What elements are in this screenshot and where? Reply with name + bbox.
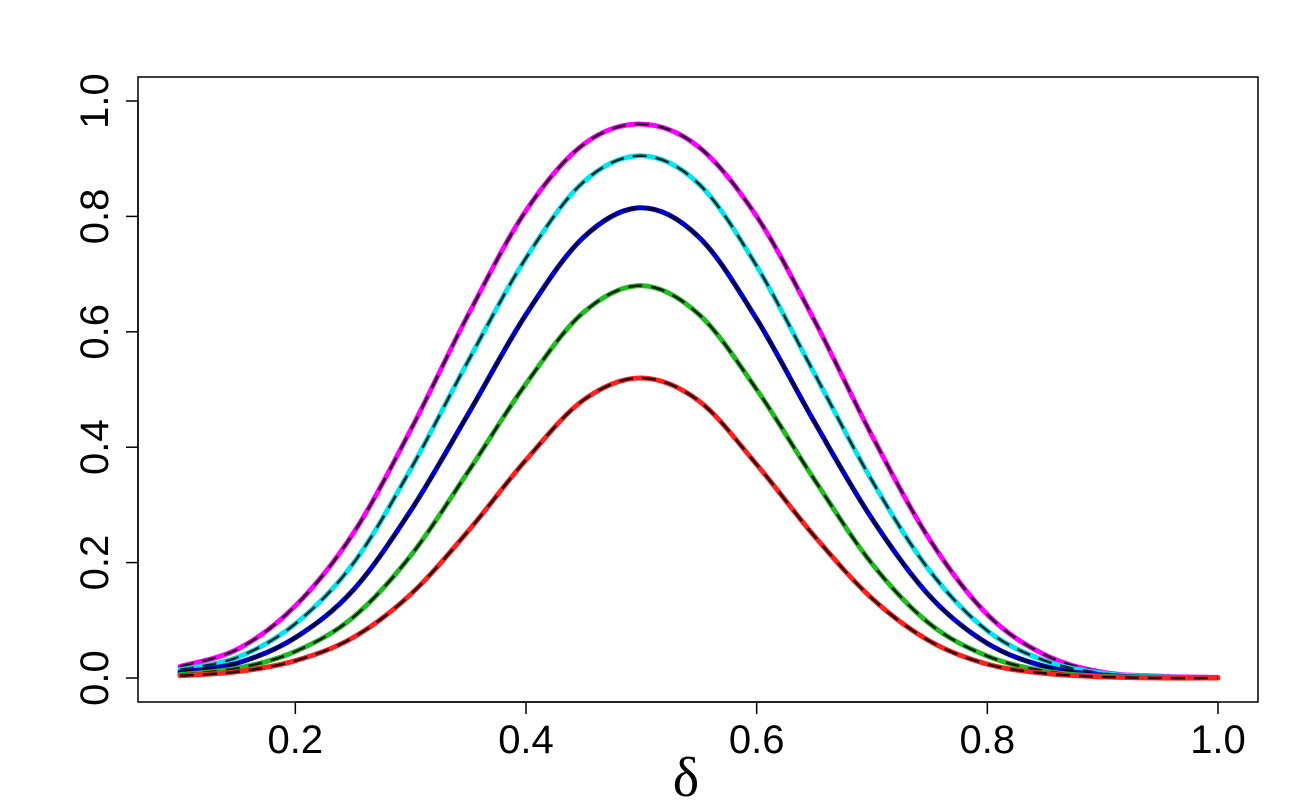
series-dashed-overlay-4	[179, 284, 1219, 680]
y-axis: 0.0 0.2 0.4 0.6 0.8 1.0	[73, 73, 139, 706]
series-layer	[177, 121, 1221, 681]
series-dashed-overlay-2	[179, 154, 1219, 680]
x-tick-label: 0.8	[960, 718, 1016, 762]
series-dashed-overlay-3	[179, 206, 1219, 680]
y-tick-label: 0.0	[73, 650, 117, 706]
x-axis: 0.2 0.4 0.6 0.8 1.0	[268, 701, 1246, 762]
x-tick-label: 1.0	[1190, 718, 1246, 762]
x-tick-label: 0.6	[729, 718, 785, 762]
series-dashed-overlay-5	[179, 376, 1219, 680]
series-dashed-overlay-1	[179, 122, 1219, 679]
x-axis-title: δ	[673, 747, 699, 800]
y-tick-label: 0.4	[73, 419, 117, 475]
y-tick-label: 0.2	[73, 535, 117, 591]
y-tick-label: 1.0	[73, 73, 117, 129]
x-tick-label: 0.4	[498, 718, 554, 762]
series-line-5	[177, 375, 1221, 681]
series-line-4	[177, 283, 1221, 681]
y-tick-label: 0.6	[73, 304, 117, 360]
y-tick-label: 0.8	[73, 189, 117, 245]
plot-frame	[137, 76, 1259, 703]
x-tick-label: 0.2	[268, 718, 324, 762]
